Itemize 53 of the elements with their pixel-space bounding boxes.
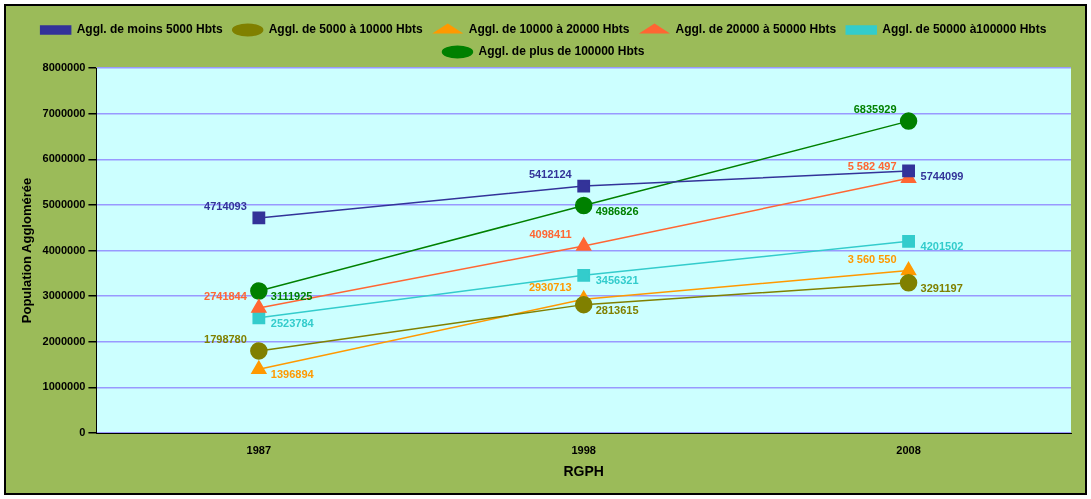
data-label: 3 560 550	[847, 252, 897, 265]
data-label: 5744099	[920, 169, 964, 182]
data-label: 1798780	[204, 332, 247, 345]
point	[252, 211, 266, 225]
data-label: 2930713	[528, 281, 572, 294]
point	[902, 164, 915, 178]
legend-label: Aggl. de 5000 à 10000 Hbts	[268, 22, 424, 37]
y-tick-label: 2000000	[42, 334, 86, 347]
data-label: 4986826	[595, 204, 639, 217]
point	[576, 237, 592, 251]
point	[899, 274, 918, 292]
y-axis-title: Population Agglomérée	[19, 177, 35, 324]
x-tick-label: 1987	[246, 443, 272, 456]
legend-label: Aggl. de moins 5000 Hbts	[76, 22, 224, 37]
data-label: 2741844	[204, 289, 248, 302]
legend-label: Aggl. de plus de 100000 Hbts	[478, 44, 645, 59]
point	[902, 234, 915, 248]
point	[577, 179, 591, 193]
data-label: 5412124	[528, 168, 573, 181]
data-label: 6835929	[853, 103, 897, 116]
legend-label: Aggl. de 20000 à 50000 Hbts	[675, 22, 837, 37]
point	[574, 295, 593, 314]
point	[574, 196, 593, 215]
point	[899, 112, 918, 130]
y-tick-label: 6000000	[42, 152, 86, 165]
y-tick-label: 8000000	[42, 61, 86, 74]
y-tick-label: 5000000	[42, 197, 86, 210]
point	[577, 268, 591, 282]
point	[250, 282, 268, 300]
x-axis-title: RGPH	[563, 463, 604, 480]
data-label: 3456321	[595, 274, 639, 287]
point	[900, 261, 917, 276]
point	[251, 299, 267, 313]
y-tick-label: 3000000	[42, 289, 86, 302]
data-label: 1396894	[270, 368, 315, 381]
y-tick-label: 7000000	[42, 106, 86, 119]
data-label: 5 582 497	[847, 160, 897, 173]
y-tick-label: 0	[79, 426, 86, 439]
legend-label: Aggl. de 10000 à 20000 Hbts	[468, 22, 630, 37]
data-label: 3111925	[270, 290, 313, 303]
y-tick-label: 4000000	[42, 243, 86, 256]
y-tick-label: 1000000	[42, 380, 86, 393]
data-label: 4201502	[920, 240, 964, 253]
x-tick-label: 1998	[571, 443, 596, 456]
data-label: 3291197	[920, 281, 963, 294]
point	[250, 342, 268, 360]
data-label: 2813615	[595, 303, 639, 316]
data-label: 2523784	[270, 316, 315, 329]
x-tick-label: 2008	[896, 443, 921, 456]
data-label: 4714093	[204, 199, 247, 212]
point	[251, 360, 267, 375]
legend-label: Aggl. de 50000 à100000 Hbts	[882, 22, 1047, 37]
data-label: 4098411	[529, 228, 572, 241]
